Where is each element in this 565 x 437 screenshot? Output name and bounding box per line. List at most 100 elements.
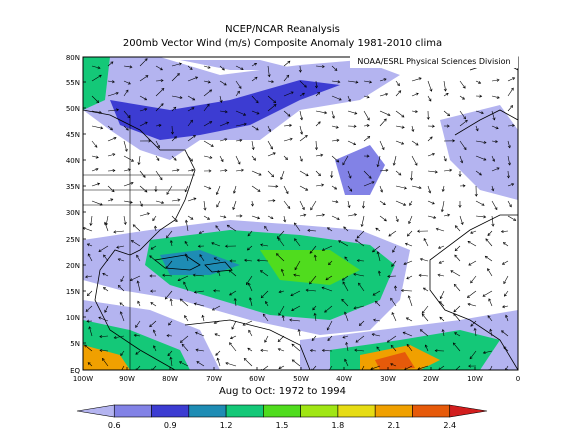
- wind-vector-head: [119, 302, 123, 306]
- wind-vector-head: [507, 145, 511, 149]
- wind-vector: [470, 230, 477, 234]
- wind-vector: [229, 290, 237, 296]
- wind-vector-head: [424, 344, 428, 348]
- wind-vector: [388, 230, 397, 237]
- wind-vector: [299, 200, 305, 210]
- wind-vector-head: [195, 76, 199, 80]
- wind-vector: [491, 125, 499, 129]
- wind-vector: [264, 335, 269, 343]
- wind-vector-head: [248, 329, 252, 333]
- wind-vector: [87, 362, 93, 367]
- wind-vector: [450, 270, 461, 277]
- wind-vector: [155, 140, 160, 148]
- wind-vector: [338, 240, 349, 247]
- wind-vector: [104, 305, 109, 313]
- wind-vector: [491, 200, 498, 210]
- wind-vector-head: [387, 274, 391, 278]
- wind-vector: [357, 260, 365, 262]
- wind-vector-head: [98, 249, 102, 252]
- wind-vector-head: [343, 226, 347, 230]
- wind-vector-head: [446, 124, 450, 128]
- wind-vector: [361, 215, 365, 227]
- wind-vector: [234, 298, 237, 307]
- wind-vector-head: [300, 131, 304, 135]
- wind-vector-head: [335, 125, 339, 129]
- wind-vector-head: [361, 205, 366, 209]
- wind-vector-head: [215, 352, 219, 356]
- wind-vector-head: [160, 103, 164, 107]
- wind-vector: [171, 95, 183, 99]
- wind-vector: [155, 155, 160, 161]
- wind-vector: [267, 170, 274, 177]
- wind-vector-head: [166, 191, 170, 195]
- wind-vector: [170, 240, 173, 247]
- wind-vector: [315, 110, 327, 114]
- wind-vector-head: [226, 224, 230, 228]
- latitude-axis: 80N 55N 50N 45N 40N 35N 30N 25N 20N 15N 10N 5N EQ: [66, 54, 86, 375]
- wind-vector-head: [318, 173, 321, 177]
- wind-vector: [395, 170, 402, 176]
- wind-vector-head: [383, 78, 387, 82]
- wind-vector: [342, 335, 349, 339]
- wind-vector: [427, 200, 435, 205]
- wind-vector-head: [211, 242, 215, 246]
- wind-vector: [171, 125, 173, 135]
- map-subtitle-line: 200mb Vector Wind (m/s) Composite Anomal…: [122, 38, 443, 49]
- wind-vector-head: [403, 262, 407, 265]
- wind-vector: [251, 170, 262, 176]
- wind-vector: [507, 125, 515, 127]
- wind-vector-head: [383, 218, 387, 222]
- wind-vector: [439, 316, 445, 322]
- wind-vector: [307, 230, 317, 232]
- wind-vector-head: [458, 204, 462, 208]
- wind-vector-head: [366, 95, 370, 99]
- wind-vector-head: [507, 162, 511, 166]
- wind-vector-head: [275, 184, 279, 188]
- wind-vector-head: [116, 245, 120, 249]
- wind-vector: [443, 169, 452, 172]
- wind-vector: [123, 89, 129, 97]
- wind-vector: [277, 335, 285, 342]
- wind-vector: [459, 215, 464, 225]
- wind-vector: [487, 315, 493, 322]
- wind-vector: [261, 290, 269, 298]
- wind-vector-head: [452, 139, 456, 143]
- wind-vector: [102, 358, 109, 367]
- wind-vector-head: [331, 115, 335, 119]
- wind-vector: [331, 139, 339, 142]
- wind-vector: [375, 227, 381, 232]
- wind-vector: [507, 87, 514, 97]
- wind-vector-head: [401, 141, 405, 145]
- wind-vector-head: [120, 353, 124, 357]
- wind-vector-head: [267, 74, 271, 78]
- wind-vector-head: [127, 168, 131, 172]
- wind-vector: [363, 80, 372, 83]
- wind-vector-head: [473, 327, 477, 331]
- wind-vector-head: [149, 324, 153, 328]
- wind-vector-head: [116, 108, 120, 112]
- wind-vector-head: [355, 339, 359, 343]
- wind-vector-head: [398, 172, 402, 176]
- wind-vector: [311, 335, 317, 341]
- wind-vector-head: [248, 297, 252, 301]
- wind-vector: [154, 225, 157, 232]
- wind-vector: [291, 343, 301, 352]
- wind-vector-head: [503, 281, 507, 285]
- wind-vector: [87, 253, 93, 262]
- wind-vector-head: [354, 348, 358, 352]
- lon-tick-label: 40W: [336, 375, 352, 383]
- wind-vector: [91, 95, 99, 103]
- wind-vector-head: [513, 218, 517, 221]
- wind-vector-head: [502, 242, 506, 245]
- wind-vector-head: [511, 183, 515, 187]
- wind-vector: [299, 155, 303, 162]
- wind-vector-head: [253, 157, 256, 161]
- wind-vector-head: [313, 254, 317, 258]
- wind-vector: [235, 91, 240, 97]
- wind-vector: [315, 184, 324, 187]
- wind-vector-head: [164, 296, 168, 300]
- wind-vector: [315, 80, 317, 88]
- wind-vector-head: [317, 91, 321, 95]
- wind-vector-head: [410, 177, 414, 181]
- wind-vector: [299, 65, 301, 73]
